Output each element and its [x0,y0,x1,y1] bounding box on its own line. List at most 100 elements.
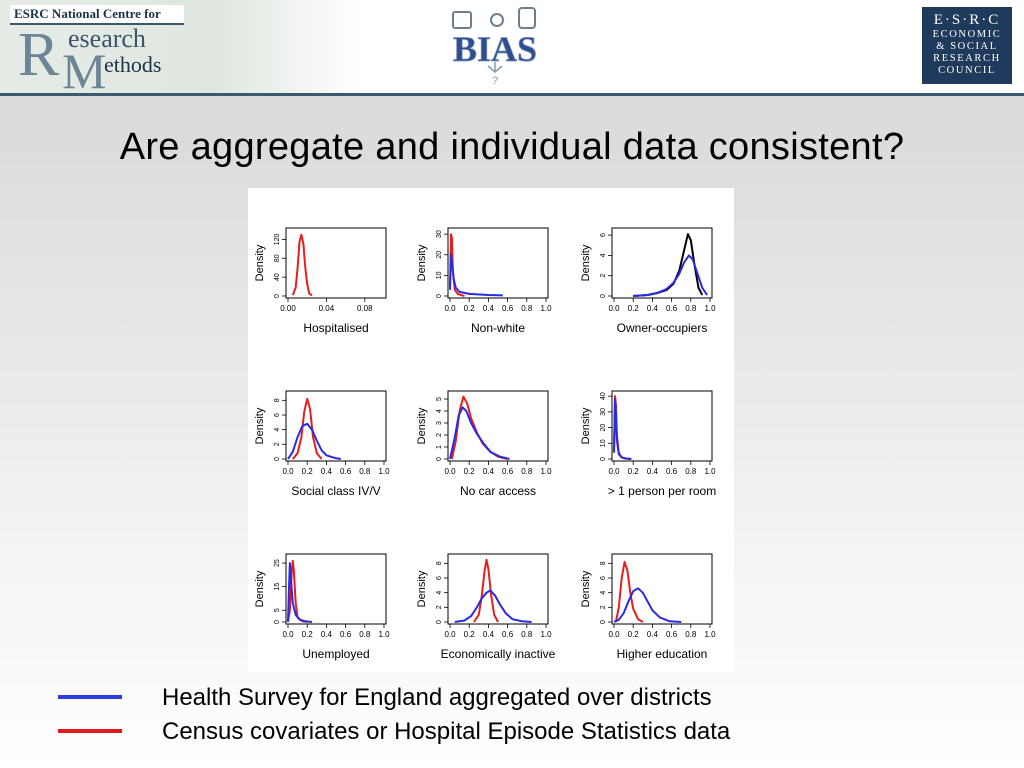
x-tick-label: 1.0 [704,630,716,639]
plot-frame [285,227,387,299]
plot-frame [447,390,549,462]
x-tick-label: 0.4 [321,630,333,639]
y-tick-label: 30 [436,230,443,238]
x-tick-label: 0.0 [282,467,294,476]
legend-red-line [58,729,122,733]
y-tick-label: 40 [274,273,281,281]
y-tick-label: 20 [436,251,443,259]
x-tick-label: 0.4 [647,304,659,313]
density-plot-9: 0.0 0.2 0.4 0.6 0.8 1.0 0 2 4 6 8 Density Higher edu… [580,553,716,661]
x-tick-label: 0.6 [666,467,678,476]
legend-blue-line [58,695,122,699]
x-tick-label: 0.8 [685,630,697,639]
y-tick-label: 120 [274,233,281,245]
y-tick-label: 8 [600,561,607,565]
y-tick-label: 8 [436,561,443,565]
x-tick-label: 0.6 [340,467,352,476]
x-tick-label: 1.0 [540,630,552,639]
esrc-logo-line1: E·S·R·C [933,12,1001,28]
legend-label-census: Census covariates or Hospital Episode St… [162,718,731,745]
ncrm-logo-top-text: ESRC National Centre for [10,5,184,25]
y-tick-label: 25 [274,559,281,567]
x-tick-label: 1.0 [704,467,716,476]
plot-frame [611,553,713,625]
x-tick-label: 0.0 [444,304,456,313]
density-plot-1: 0.00 0.04 0.08 0 40 80 120 Density Hospitalised [254,227,387,335]
plot-frame [611,390,713,462]
y-tick-label: 2 [600,274,607,278]
density-line-blue [449,406,510,460]
x-tick-label: 0.8 [521,630,533,639]
y-tick-label: 4 [600,253,607,257]
density-plot-7: 0.0 0.2 0.4 0.6 0.8 1.0 0 5 15 25 Density Unemploye… [254,553,390,661]
x-tick-label: 0.6 [666,630,678,639]
y-tick-label: 6 [274,413,281,417]
x-tick-label: 0.4 [483,304,495,313]
y-tick-label: 2 [274,442,281,446]
y-axis-label: Density [416,244,428,281]
esrc-logo-line3: & SOCIAL [936,41,998,52]
x-tick-label: 0.08 [357,304,373,313]
density-plot-6: 0.0 0.2 0.4 0.6 0.8 1.0 0 10 20 30 40 Density > 1 pe… [580,390,716,498]
density-plot-5: 0.0 0.2 0.4 0.6 0.8 1.0 0 1 2 3 4 5 Density No car ac… [416,390,552,498]
ncrm-logo-r: R [18,21,60,89]
plot-frame [285,553,387,625]
x-tick-label: 0.2 [464,304,476,313]
y-tick-label: 4 [274,428,281,432]
legend-item-census: Census covariates or Hospital Episode St… [58,718,858,748]
density-line-blue [287,422,341,460]
bias-rounded-rect-icon [518,7,536,29]
y-tick-label: 6 [436,576,443,580]
density-line-blue [449,253,503,297]
x-tick-label: 1.0 [378,630,390,639]
plot-frame [285,390,387,462]
plot-frame [611,227,713,299]
x-tick-label: 0.0 [608,467,620,476]
x-axis-label: Non-white [471,321,525,335]
plot-frame [447,227,549,299]
y-tick-label: 5 [274,608,281,612]
y-tick-label: 6 [600,576,607,580]
y-tick-label: 1 [436,445,443,449]
density-line-blue [613,398,632,460]
x-tick-label: 0.2 [628,304,640,313]
x-tick-label: 0.8 [359,630,371,639]
y-tick-label: 0 [274,620,281,624]
y-tick-label: 3 [436,421,443,425]
y-tick-label: 0 [436,620,443,624]
density-plot-8: 0.0 0.2 0.4 0.6 0.8 1.0 0 2 4 6 8 Density Economical… [416,553,556,661]
x-tick-label: 0.8 [685,304,697,313]
y-axis-label: Density [580,244,592,281]
y-tick-label: 30 [600,408,607,416]
y-tick-label: 4 [436,591,443,595]
esrc-logo: E·S·R·C ECONOMIC & SOCIAL RESEARCH COUNC… [922,7,1012,84]
y-tick-label: 10 [600,439,607,447]
y-tick-label: 0 [274,457,281,461]
y-tick-label: 2 [436,605,443,609]
y-tick-label: 0 [436,294,443,298]
density-line-blue [633,254,708,297]
x-tick-label: 0.6 [502,467,514,476]
x-tick-label: 0.00 [280,304,296,313]
density-line-blue [613,587,682,623]
x-axis-label: Higher education [617,647,708,661]
x-tick-label: 0.4 [483,467,495,476]
bias-logo: BIAS ? [452,7,537,87]
ncrm-logo-m: M [62,43,107,99]
y-axis-label: Density [580,407,592,444]
density-line-red [450,395,508,460]
x-tick-label: 0.8 [521,467,533,476]
x-tick-label: 0.4 [483,630,495,639]
bias-square-icon [452,11,472,29]
x-tick-label: 0.4 [647,630,659,639]
y-axis-label: Density [416,407,428,444]
x-tick-label: 0.2 [464,630,476,639]
bias-question-mark: ? [492,75,498,87]
x-tick-label: 1.0 [378,467,390,476]
x-axis-label: Hospitalised [303,321,368,335]
x-tick-label: 1.0 [704,304,716,313]
y-tick-label: 8 [274,398,281,402]
x-tick-label: 0.0 [444,630,456,639]
x-tick-label: 0.4 [321,467,333,476]
x-tick-label: 0.0 [282,630,294,639]
